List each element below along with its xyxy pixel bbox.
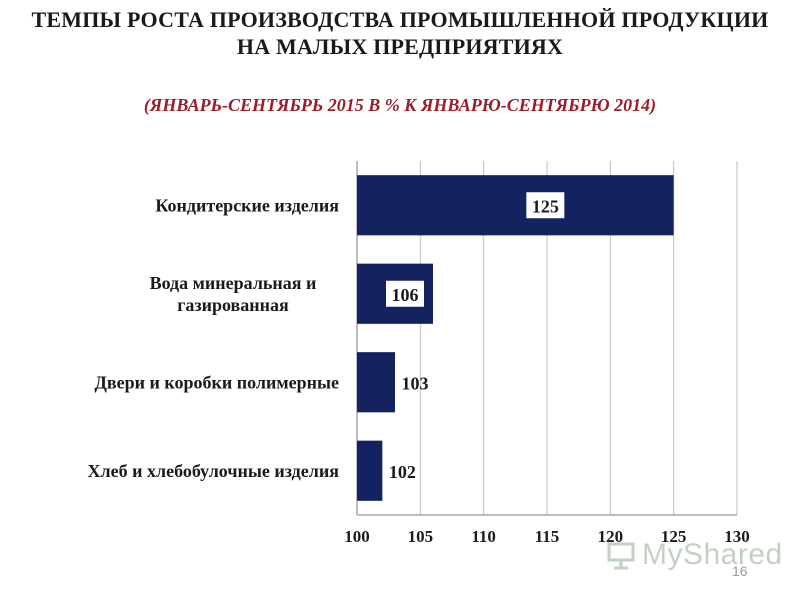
slide-subtitle: (ЯНВАРЬ-СЕНТЯБРЬ 2015 В % К ЯНВАРЮ-СЕНТЯ… (143, 95, 657, 115)
data-label: 102 (389, 462, 416, 482)
bar (357, 175, 674, 236)
page-number: 16 (732, 563, 748, 579)
x-tick-label: 100 (344, 527, 370, 546)
category-label: газированная (177, 295, 289, 315)
x-tick-label: 110 (471, 527, 496, 546)
x-tick-label: 115 (535, 527, 560, 546)
data-label: 103 (402, 373, 429, 393)
watermark: MyShared (606, 538, 783, 572)
slide-title: ТЕМПЫ РОСТА ПРОИЗВОДСТВА ПРОМЫШЛЕННОЙ ПР… (31, 7, 769, 59)
data-label: 106 (392, 285, 419, 305)
bar (357, 352, 395, 413)
bar (357, 440, 383, 501)
category-label: Хлеб и хлебобулочные изделия (88, 461, 340, 481)
x-tick-label: 120 (598, 527, 624, 546)
category-label: Кондитерские изделия (155, 195, 339, 215)
data-label: 125 (532, 196, 559, 216)
category-label: Двери и коробки полимерные (94, 372, 339, 392)
x-tick-label: 105 (408, 527, 434, 546)
watermark-text: MyShared (642, 538, 783, 571)
presentation-board-icon (606, 540, 636, 570)
data-label-box (526, 192, 565, 219)
data-label-box (386, 280, 424, 307)
category-label: Вода минеральная и (150, 273, 317, 293)
x-tick-label: 125 (661, 527, 687, 546)
x-tick-label: 130 (724, 527, 750, 546)
